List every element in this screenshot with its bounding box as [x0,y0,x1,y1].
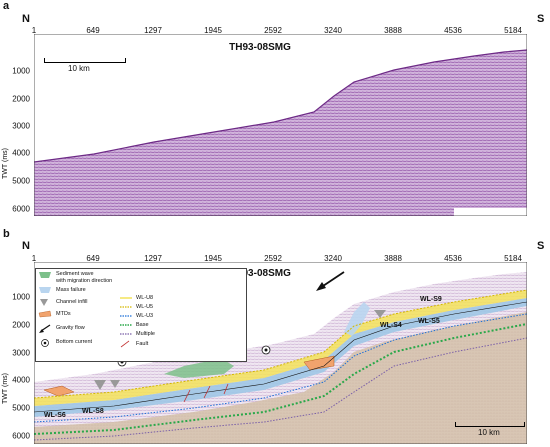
x-tick: 5184 [504,26,522,35]
x-tick: 1297 [144,26,162,35]
legend-fault: Fault [136,341,149,347]
legend-gravity-flow: Gravity flow [56,325,85,331]
y-tick: 2000 [12,320,30,330]
panel-a-south: S [537,13,545,25]
panel-b-y-ticks: 1000 2000 3000 4000 5000 6000 [0,0,30,447]
panel-a-line-name: TH93-08SMG [229,42,291,53]
panel-b-scale-label: 10 km [478,428,500,437]
x-tick: 5184 [504,254,522,263]
y-tick: 3000 [12,121,30,131]
x-tick: 3240 [324,26,342,35]
x-tick: 1 [31,26,37,35]
y-tick: 4000 [12,375,30,385]
legend-u5: WL-U5 [136,304,154,310]
panel-b-scale-bar [455,422,525,427]
y-tick: 1000 [12,66,30,76]
panel-b-y-axis-label: TWT (ms) [1,373,9,404]
legend-bottom-current: Bottom current [56,339,93,345]
y-tick: 6000 [12,431,30,441]
panel-b-line-name: TH93-08SMG [229,268,291,279]
y-tick: 2000 [12,94,30,104]
panel-b-south: S [537,240,545,252]
y-tick: 4000 [12,148,30,158]
legend-symbols [38,272,132,348]
x-tick: 3888 [384,254,402,263]
x-tick: 1 [31,254,37,263]
panel-b-north: N [22,240,30,252]
legend-u3: WL-U3 [136,313,154,319]
horizon-label-s4: WL-S4 [380,322,402,329]
legend-mass-failure: Mass failure [56,287,86,293]
panel-a-scale-label: 10 km [68,64,90,73]
x-tick: 649 [86,26,100,35]
horizon-label-s9: WL-S9 [420,296,442,303]
x-tick: 2592 [264,26,282,35]
panel-b-label: b [3,228,10,240]
legend-sediment-wave-2: with migration direction [56,278,113,284]
horizon-label-s6: WL-S6 [44,412,66,419]
panel-a-label: a [3,0,10,12]
x-tick: 649 [86,254,100,263]
y-tick: 3000 [12,348,30,358]
x-tick: 2592 [264,254,282,263]
legend: Sediment wave with migration direction M… [35,268,247,362]
x-tick: 4536 [444,254,462,263]
x-tick: 3888 [384,26,402,35]
y-tick: 6000 [12,204,30,214]
legend-multiple: Multiple [136,331,155,337]
panel-a-north: N [22,13,30,25]
y-tick: 1000 [12,292,30,302]
legend-mtds: MTDs [56,311,71,317]
x-tick: 1945 [204,254,222,263]
y-tick: 5000 [12,403,30,413]
panel-a-y-ticks: 1000 2000 3000 4000 5000 6000 [0,0,30,220]
panel-a-scale-bar [44,58,126,63]
horizon-label-s5: WL-S5 [418,318,440,325]
legend-base: Base [136,322,149,328]
horizon-label-s8: WL-S8 [82,408,104,415]
x-tick: 1297 [144,254,162,263]
x-tick: 3240 [324,254,342,263]
x-tick: 4536 [444,26,462,35]
panel-a-seismic-section [34,34,527,216]
legend-channel-infill: Channel infill [56,299,88,305]
legend-u8: WL-U8 [136,295,154,301]
y-tick: 5000 [12,176,30,186]
x-tick: 1945 [204,26,222,35]
legend-sediment-wave: Sediment wave [56,271,94,277]
